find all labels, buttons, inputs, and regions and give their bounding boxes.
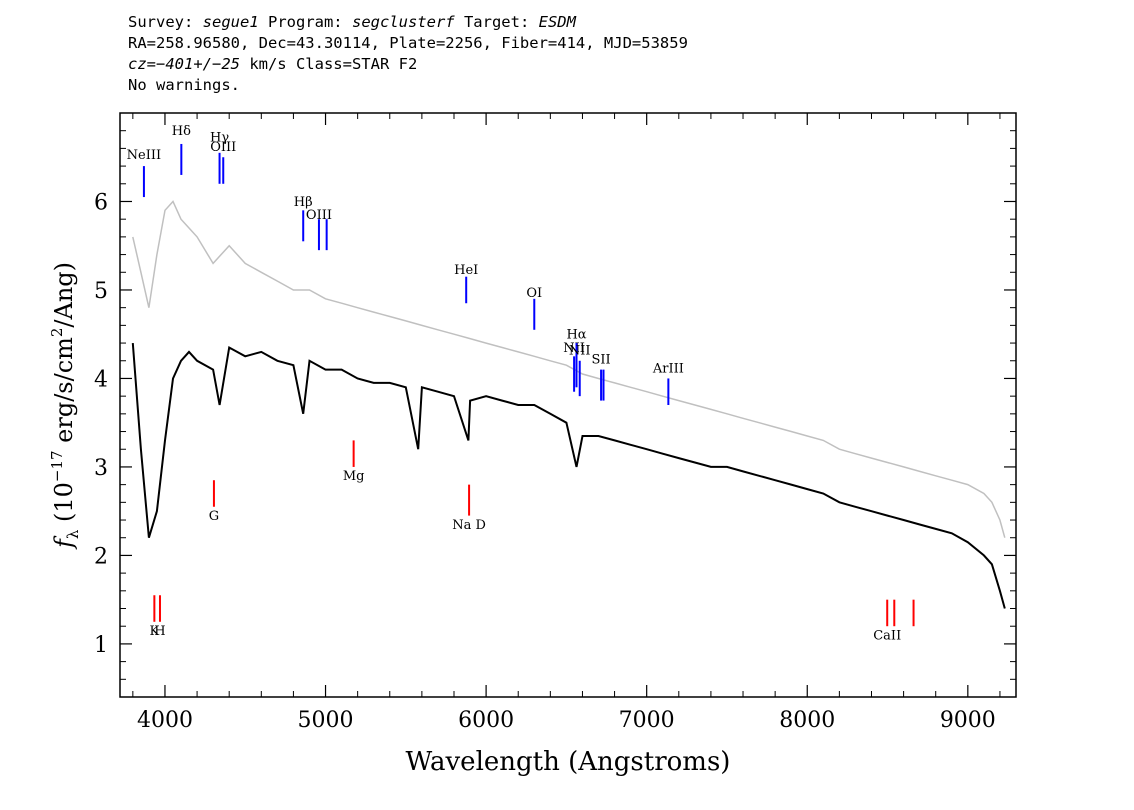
x-tick-label: 8000 [779, 708, 835, 733]
survey-label: Survey: [128, 13, 203, 31]
emission-line-label: OI [526, 286, 542, 301]
y-axis-label-part-b: erg/s/cm [50, 337, 78, 451]
emission-line-label: Hα [566, 328, 586, 343]
y-axis-label-part-a: (10 [50, 482, 78, 530]
emission-line-label: OIII [210, 140, 236, 155]
error-series-line [132, 200, 1006, 538]
y-axis-label: fλ (10−17 erg/s/cm2/Ang) [48, 262, 82, 550]
x-axis-label: Wavelength (Angstroms) [406, 747, 731, 777]
emission-line-label: HeI [454, 263, 478, 278]
y-axis-label-subscript: λ [64, 529, 82, 539]
x-tick-label: 5000 [298, 708, 354, 733]
y-tick-label: 2 [94, 544, 108, 569]
header-line-survey: Survey: segue1 Program: segclusterf Targ… [128, 12, 688, 33]
header-line-redshift: cz=−401+/−25 km/s Class=STAR F2 [128, 54, 688, 75]
program-label: Program: [258, 13, 352, 31]
emission-line-label: NII [569, 344, 591, 359]
y-tick-label: 6 [94, 190, 108, 215]
spectrum-header: Survey: segue1 Program: segclusterf Targ… [128, 12, 688, 96]
absorption-line-label: G [209, 509, 219, 524]
axis-ticks: 4000 5000 6000 7000 8000 9000 1 2 3 4 5 6 [94, 113, 1016, 733]
emission-line-label: Hδ [172, 124, 191, 139]
header-line-coordinates: RA=258.96580, Dec=43.30114, Plate=2256, … [128, 34, 688, 52]
plot-frame [119, 112, 1017, 698]
y-tick-label: 4 [94, 367, 108, 392]
y-tick-label: 5 [94, 279, 108, 304]
y-axis-label-exp2: 2 [48, 328, 66, 338]
flux-series-line [131, 343, 1006, 609]
emission-line-label: NeIII [127, 148, 161, 163]
program-value: segclusterf [351, 13, 455, 31]
y-axis-label-exp1: −17 [48, 450, 66, 482]
absorption-line-label: Mg [343, 469, 365, 484]
survey-value: segue1 [202, 13, 259, 31]
emission-line-label: NII [563, 341, 585, 356]
series-layer [131, 200, 1006, 609]
redshift-value: cz=−401+/−25 [128, 55, 240, 73]
target-value: ESDM [538, 13, 576, 31]
x-tick-label: 9000 [940, 708, 996, 733]
absorption-line-label: Na D [452, 518, 486, 533]
x-tick-label: 7000 [619, 708, 675, 733]
header-line-warnings: No warnings. [128, 76, 240, 94]
y-axis-label-part-c: /Ang) [50, 262, 78, 328]
x-tick-label: 6000 [458, 708, 514, 733]
target-label: Target: [454, 13, 539, 31]
class-value: km/s Class=STAR F2 [239, 55, 418, 73]
emission-line-label: SII [591, 352, 610, 367]
y-tick-label: 3 [94, 456, 108, 481]
emission-line-label: Hβ [294, 195, 313, 210]
emission-line-label: ArIII [652, 361, 684, 376]
x-tick-label: 4000 [137, 708, 193, 733]
absorption-line-label: K [150, 624, 160, 639]
emission-line-label: OIII [306, 208, 332, 223]
y-tick-label: 1 [94, 633, 108, 658]
absorption-line-label: CaII [873, 628, 901, 643]
emission-line-label: Hγ [210, 130, 229, 145]
absorption-line-label: H [154, 624, 165, 639]
